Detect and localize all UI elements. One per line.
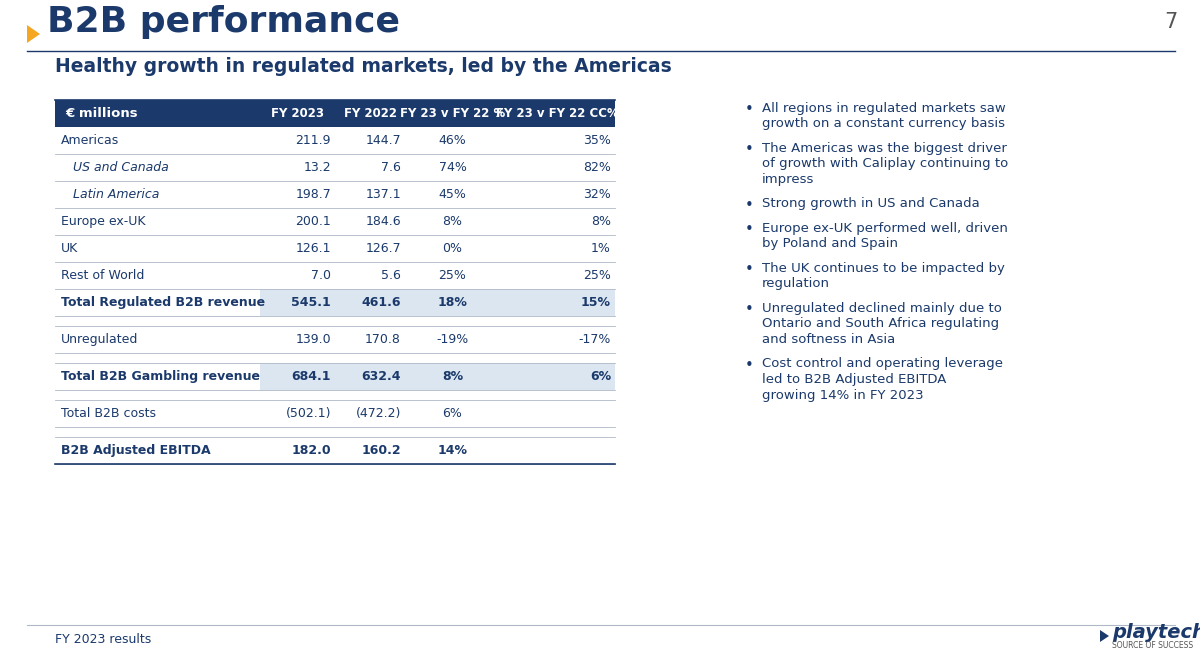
Text: 15%: 15% [581,296,611,309]
Text: 126.7: 126.7 [365,242,401,255]
Text: Total B2B costs: Total B2B costs [61,407,156,420]
Bar [500,100,616,127]
Text: •: • [745,102,754,117]
Bar [260,100,335,127]
Text: impress: impress [762,173,815,186]
Bar [55,100,260,127]
Text: Rest of World: Rest of World [61,269,144,282]
Text: FY 2022: FY 2022 [343,107,396,120]
Text: 7.0: 7.0 [311,269,331,282]
Text: Europe ex-UK performed well, driven: Europe ex-UK performed well, driven [762,222,1008,235]
Text: 144.7: 144.7 [365,134,401,147]
Text: 5.6: 5.6 [382,269,401,282]
Text: FY 23 v FY 22 %: FY 23 v FY 22 % [400,107,505,120]
Polygon shape [1100,630,1109,642]
Text: 170.8: 170.8 [365,333,401,346]
Bar [406,100,500,127]
Text: Unregulated: Unregulated [61,333,138,346]
Text: growing 14% in FY 2023: growing 14% in FY 2023 [762,389,924,401]
Text: 35%: 35% [583,134,611,147]
Text: •: • [745,302,754,317]
Text: 6%: 6% [590,370,611,383]
Bar [335,100,406,127]
Text: 139.0: 139.0 [295,333,331,346]
Text: B2B Adjusted EBITDA: B2B Adjusted EBITDA [61,444,211,457]
Text: Europe ex-UK: Europe ex-UK [61,215,145,228]
Text: Ontario and South Africa regulating: Ontario and South Africa regulating [762,318,1000,330]
Text: 7.6: 7.6 [382,161,401,174]
Text: UK: UK [61,242,78,255]
Text: 18%: 18% [438,296,468,309]
Text: 160.2: 160.2 [361,444,401,457]
Text: •: • [745,222,754,237]
Text: •: • [745,358,754,373]
Text: 8%: 8% [443,215,462,228]
Bar [260,363,616,390]
Text: of growth with Caliplay continuing to: of growth with Caliplay continuing to [762,157,1008,170]
Text: 14%: 14% [438,444,468,457]
Text: 8%: 8% [442,370,463,383]
Text: 32%: 32% [583,188,611,201]
Text: growth on a constant currency basis: growth on a constant currency basis [762,117,1006,131]
Text: Unregulated declined mainly due to: Unregulated declined mainly due to [762,302,1002,315]
Text: Latin America: Latin America [73,188,160,201]
Text: 0%: 0% [443,242,462,255]
Text: and softness in Asia: and softness in Asia [762,333,895,346]
Text: 461.6: 461.6 [361,296,401,309]
Text: 184.6: 184.6 [365,215,401,228]
Text: Healthy growth in regulated markets, led by the Americas: Healthy growth in regulated markets, led… [55,58,672,76]
Text: 25%: 25% [438,269,467,282]
Text: SOURCE OF SUCCESS: SOURCE OF SUCCESS [1112,641,1193,649]
Text: Cost control and operating leverage: Cost control and operating leverage [762,358,1003,371]
Text: B2B performance: B2B performance [47,5,400,39]
Text: -17%: -17% [578,333,611,346]
Text: 45%: 45% [438,188,467,201]
Text: Americas: Americas [61,134,119,147]
Text: Total Regulated B2B revenue: Total Regulated B2B revenue [61,296,265,309]
Text: Strong growth in US and Canada: Strong growth in US and Canada [762,198,979,210]
Text: 198.7: 198.7 [295,188,331,201]
Text: -19%: -19% [437,333,469,346]
Text: 82%: 82% [583,161,611,174]
Text: The UK continues to be impacted by: The UK continues to be impacted by [762,262,1004,275]
Text: 13.2: 13.2 [304,161,331,174]
Text: 200.1: 200.1 [295,215,331,228]
Text: playtech: playtech [1112,624,1200,643]
Text: 182.0: 182.0 [292,444,331,457]
Text: (472.2): (472.2) [355,407,401,420]
Text: •: • [745,262,754,277]
Text: FY 23 v FY 22 CC%: FY 23 v FY 22 CC% [496,107,619,120]
Text: (502.1): (502.1) [286,407,331,420]
Text: 632.4: 632.4 [361,370,401,383]
Text: •: • [745,198,754,212]
Text: All regions in regulated markets saw: All regions in regulated markets saw [762,102,1006,115]
Text: The Americas was the biggest driver: The Americas was the biggest driver [762,142,1007,155]
Text: 126.1: 126.1 [295,242,331,255]
Text: 46%: 46% [439,134,467,147]
Text: 1%: 1% [592,242,611,255]
Polygon shape [28,25,40,43]
Text: 137.1: 137.1 [365,188,401,201]
Text: led to B2B Adjusted EBITDA: led to B2B Adjusted EBITDA [762,373,947,386]
Bar [260,289,616,316]
Text: 8%: 8% [592,215,611,228]
Text: FY 2023: FY 2023 [271,107,324,120]
Text: FY 2023 results: FY 2023 results [55,633,151,646]
Text: regulation: regulation [762,277,830,291]
Text: •: • [745,142,754,157]
Text: 211.9: 211.9 [295,134,331,147]
Text: US and Canada: US and Canada [73,161,169,174]
Text: 6%: 6% [443,407,462,420]
Text: 7: 7 [1165,12,1178,32]
Text: € millions: € millions [65,107,138,120]
Text: by Poland and Spain: by Poland and Spain [762,237,898,251]
Text: Total B2B Gambling revenue: Total B2B Gambling revenue [61,370,260,383]
Text: 545.1: 545.1 [292,296,331,309]
Text: 25%: 25% [583,269,611,282]
Text: 74%: 74% [438,161,467,174]
Text: 684.1: 684.1 [292,370,331,383]
